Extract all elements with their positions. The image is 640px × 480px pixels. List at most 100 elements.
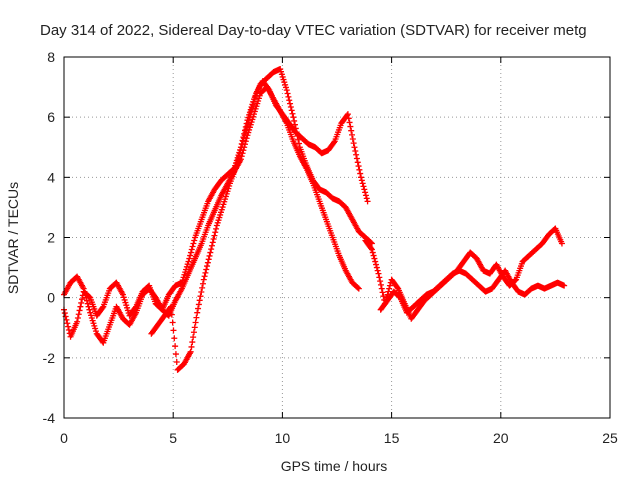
data-trace-marker bbox=[242, 129, 249, 136]
data-trace-marker bbox=[287, 100, 294, 107]
data-trace-marker bbox=[249, 102, 256, 109]
data-trace-marker bbox=[205, 256, 212, 263]
data-trace-marker bbox=[99, 304, 106, 311]
data-trace-marker bbox=[357, 170, 364, 177]
data-trace-marker bbox=[65, 323, 72, 330]
data-trace-marker bbox=[83, 294, 90, 301]
data-point bbox=[194, 309, 201, 316]
data-trace-marker bbox=[363, 195, 370, 202]
data-point bbox=[185, 258, 192, 265]
data-trace-marker bbox=[235, 156, 242, 163]
data-trace-marker bbox=[284, 90, 291, 97]
data-trace-marker bbox=[368, 245, 375, 252]
data-trace-marker bbox=[190, 334, 197, 341]
data-trace-marker bbox=[79, 296, 86, 303]
data-trace-marker bbox=[86, 306, 93, 313]
data-trace-marker bbox=[239, 141, 246, 148]
x-tick-label: 10 bbox=[275, 430, 291, 446]
data-trace-marker bbox=[248, 108, 255, 115]
data-trace-marker bbox=[211, 232, 218, 239]
data-trace-marker bbox=[204, 263, 211, 270]
data-trace-marker bbox=[241, 132, 248, 139]
data-point bbox=[283, 87, 290, 94]
data-trace-marker bbox=[171, 335, 178, 342]
y-tick-label: 4 bbox=[47, 169, 55, 185]
data-trace-marker bbox=[195, 305, 202, 312]
y-tick-label: -4 bbox=[43, 410, 56, 426]
y-tick-label: 6 bbox=[47, 109, 55, 125]
data-trace-marker bbox=[353, 151, 360, 158]
data-trace-marker bbox=[250, 99, 257, 106]
data-trace-marker bbox=[86, 293, 93, 300]
x-axis-label: GPS time / hours bbox=[281, 458, 388, 474]
data-point bbox=[80, 285, 87, 292]
x-tick-label: 5 bbox=[169, 430, 177, 446]
data-trace-marker bbox=[189, 243, 196, 250]
data-trace-marker bbox=[210, 236, 217, 243]
data-point bbox=[364, 198, 371, 205]
data-trace-marker bbox=[209, 239, 216, 246]
data-trace-marker bbox=[362, 192, 369, 199]
data-trace-marker bbox=[288, 107, 295, 114]
data-trace-marker bbox=[244, 123, 251, 130]
data-trace-marker bbox=[199, 284, 206, 291]
data-trace-marker bbox=[291, 117, 298, 124]
data-trace-marker bbox=[191, 237, 198, 244]
data-trace-marker bbox=[354, 159, 361, 166]
data-trace-marker bbox=[285, 93, 292, 100]
data-point bbox=[168, 303, 175, 310]
data-trace-marker bbox=[197, 293, 204, 300]
data-point bbox=[558, 240, 565, 247]
data-trace-marker bbox=[394, 284, 401, 291]
data-point bbox=[233, 162, 240, 169]
data-trace-marker bbox=[190, 329, 197, 336]
data-trace-marker bbox=[206, 252, 213, 259]
data-trace-marker bbox=[251, 96, 258, 103]
data-point bbox=[355, 285, 362, 292]
data-trace-marker bbox=[361, 186, 368, 193]
data-point bbox=[351, 144, 358, 151]
data-trace-marker bbox=[76, 307, 83, 314]
data-trace-marker bbox=[512, 277, 519, 284]
data-trace-marker bbox=[169, 319, 176, 326]
data-trace-marker bbox=[377, 278, 384, 285]
data-trace-marker bbox=[243, 126, 250, 133]
data-trace-marker bbox=[187, 249, 194, 256]
data-trace-marker bbox=[235, 153, 242, 160]
grid-lines bbox=[64, 57, 610, 418]
data-trace-marker bbox=[385, 288, 392, 295]
data-trace-marker bbox=[374, 267, 381, 274]
x-tick-label: 20 bbox=[493, 430, 509, 446]
x-tick-label: 25 bbox=[602, 430, 618, 446]
data-trace-marker bbox=[287, 104, 294, 111]
data-trace-marker bbox=[240, 135, 247, 142]
data-trace-marker bbox=[348, 127, 355, 134]
data-trace-marker bbox=[350, 140, 357, 147]
series-5 bbox=[377, 267, 568, 316]
data-trace-marker bbox=[168, 311, 175, 318]
data-trace-marker bbox=[376, 274, 383, 281]
data-point bbox=[290, 114, 297, 121]
data-trace-marker bbox=[82, 291, 89, 298]
data-trace-marker bbox=[330, 139, 337, 146]
data-trace-marker bbox=[65, 327, 72, 334]
y-tick-label: 2 bbox=[47, 230, 55, 246]
data-trace-marker bbox=[236, 150, 243, 157]
data-trace-marker bbox=[81, 288, 88, 295]
data-point bbox=[200, 276, 207, 283]
data-trace-marker bbox=[372, 258, 379, 265]
data-trace-marker bbox=[189, 339, 196, 346]
data-trace-marker bbox=[172, 351, 179, 358]
data-trace-marker bbox=[84, 300, 91, 307]
data-trace-marker bbox=[237, 147, 244, 154]
data-trace-marker bbox=[202, 269, 209, 276]
data-point bbox=[344, 111, 351, 118]
data-trace-marker bbox=[61, 310, 68, 317]
data-trace-marker bbox=[358, 177, 365, 184]
series-3 bbox=[148, 78, 371, 373]
data-trace-marker bbox=[355, 284, 362, 291]
data-trace-marker bbox=[199, 280, 206, 287]
data-trace-marker bbox=[245, 117, 252, 124]
data-trace-marker bbox=[370, 252, 377, 259]
